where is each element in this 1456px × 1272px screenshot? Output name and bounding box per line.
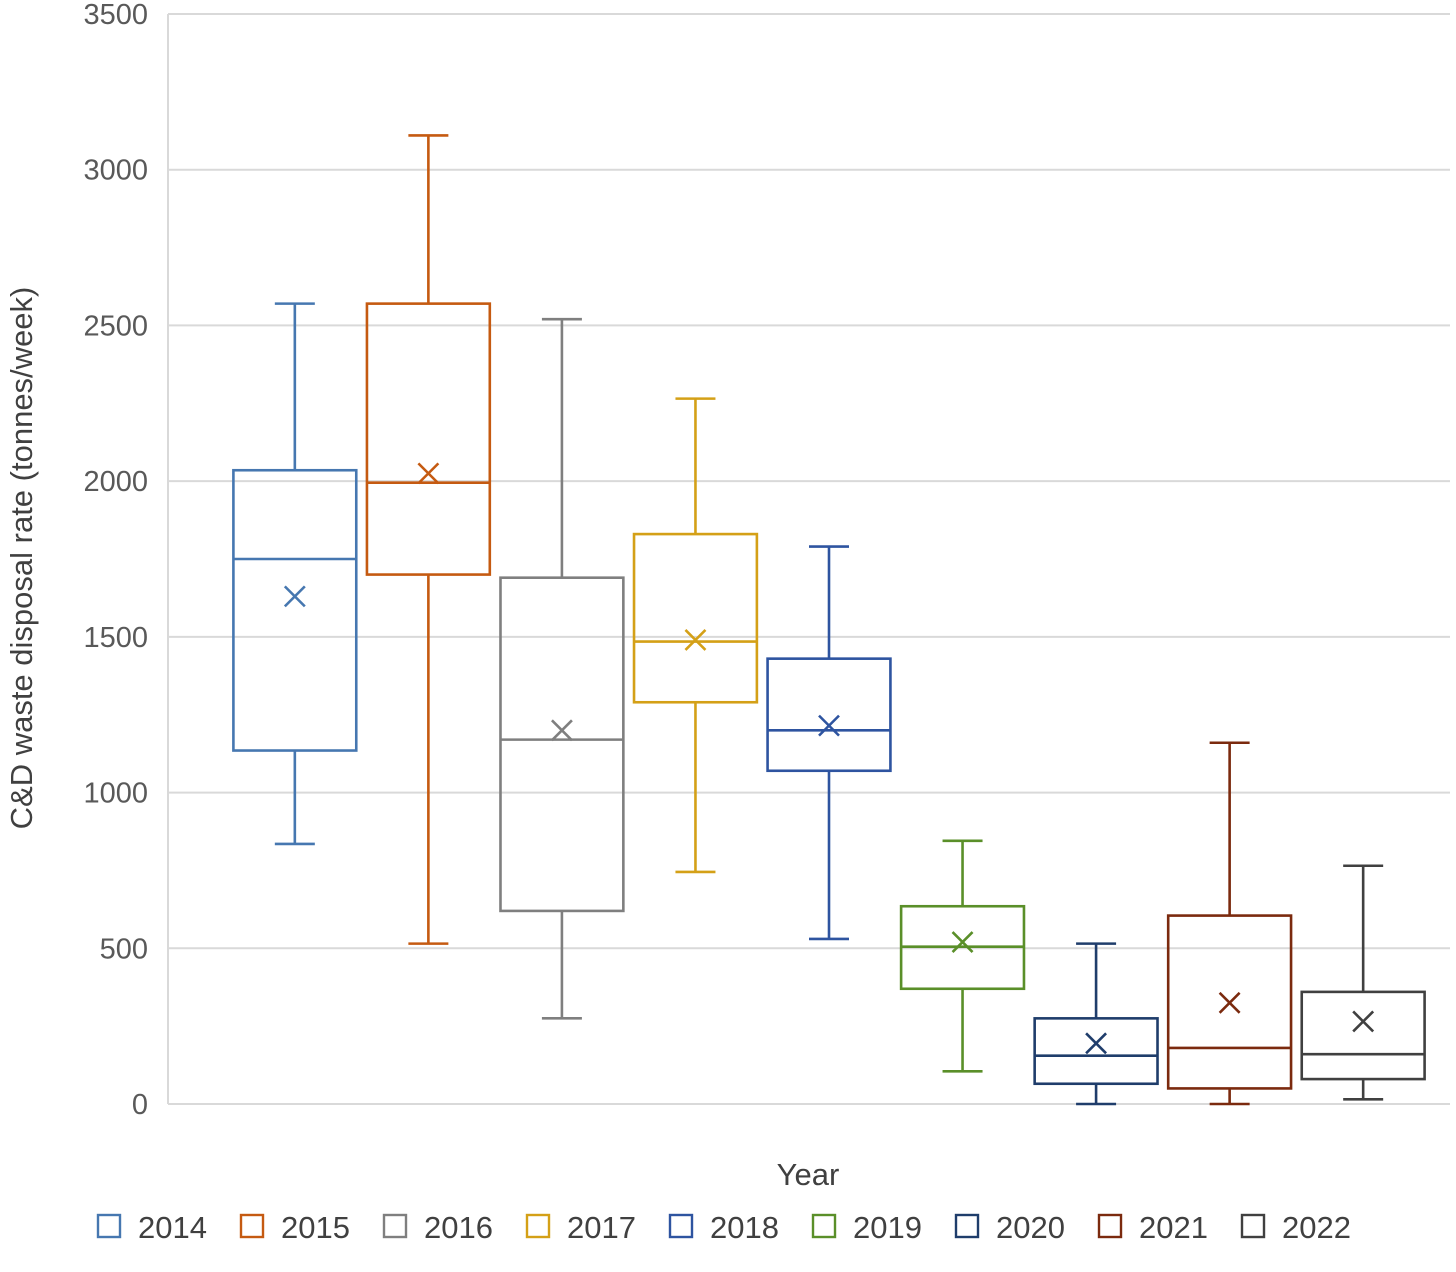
y-tick-label: 1000 xyxy=(83,778,148,810)
y-tick-label: 500 xyxy=(100,933,148,965)
mean-marker-stroke xyxy=(283,585,306,608)
gridlines xyxy=(168,13,1450,1105)
legend-item-2020: 2020 xyxy=(954,1210,1065,1245)
mean-marker-stroke xyxy=(550,719,573,742)
mean-marker-stroke xyxy=(417,462,440,485)
mean-marker-stroke xyxy=(684,629,707,651)
box-2015 xyxy=(365,134,492,945)
y-tick-labels: 0 500 1000 1500 2000 2500 3000 3500 xyxy=(83,0,148,1121)
mean-marker xyxy=(684,629,707,651)
iqr-box xyxy=(365,302,492,576)
box-2021 xyxy=(1166,741,1293,1106)
legend-swatch xyxy=(1240,1213,1266,1239)
mean-marker xyxy=(417,462,440,485)
legend-item-2015: 2015 xyxy=(239,1210,350,1245)
legend-item-2019: 2019 xyxy=(811,1210,922,1245)
legend-label: 2017 xyxy=(567,1210,636,1245)
legend-label: 2020 xyxy=(996,1210,1065,1245)
mean-marker xyxy=(951,931,974,953)
box-2016 xyxy=(499,317,625,1020)
iqr-box xyxy=(632,532,759,704)
iqr-box xyxy=(1300,990,1426,1081)
mean-marker xyxy=(1218,991,1241,1014)
legend-label: 2014 xyxy=(138,1210,207,1245)
mean-marker-stroke xyxy=(951,931,974,953)
legend-item-2021: 2021 xyxy=(1097,1210,1208,1245)
legend-label: 2022 xyxy=(1282,1210,1351,1245)
mean-marker-stroke xyxy=(1085,1032,1108,1055)
box-2020 xyxy=(1033,942,1159,1106)
legend-label: 2016 xyxy=(424,1210,493,1245)
mean-marker xyxy=(550,719,573,742)
mean-marker xyxy=(818,714,840,737)
iqr-box xyxy=(1166,914,1293,1090)
legend-label: 2015 xyxy=(281,1210,350,1245)
iqr-box xyxy=(499,576,625,913)
legend-item-2016: 2016 xyxy=(382,1210,493,1245)
legend-label: 2018 xyxy=(710,1210,779,1245)
legend-swatch xyxy=(525,1213,551,1239)
legend-swatch xyxy=(668,1213,694,1239)
legend-item-2022: 2022 xyxy=(1240,1210,1351,1245)
y-tick-label: 2000 xyxy=(83,466,148,498)
legend-label: 2019 xyxy=(853,1210,922,1245)
legend-swatch xyxy=(96,1213,122,1239)
mean-marker-stroke xyxy=(1218,991,1241,1014)
y-tick-label: 3500 xyxy=(83,0,148,31)
iqr-box xyxy=(232,468,358,752)
box-series xyxy=(232,134,1426,1106)
y-tick-label: 1500 xyxy=(83,622,148,654)
legend: 2014 2015 2016 2017 2018 2019 2020 2021 2022 xyxy=(96,1210,1351,1245)
legend-item-2014: 2014 xyxy=(96,1210,207,1245)
mean-marker-stroke xyxy=(818,714,840,737)
legend-item-2017: 2017 xyxy=(525,1210,636,1245)
legend-swatch xyxy=(239,1213,265,1239)
legend-swatch xyxy=(382,1213,408,1239)
legend-label: 2021 xyxy=(1139,1210,1208,1245)
mean-marker-stroke xyxy=(1352,1010,1375,1033)
mean-marker xyxy=(1352,1010,1375,1033)
box-2014 xyxy=(232,302,358,846)
legend-item-2018: 2018 xyxy=(668,1210,779,1245)
y-axis-title: C&D waste disposal rate (tonnes/week) xyxy=(4,287,39,830)
legend-swatch xyxy=(811,1213,837,1239)
y-tick-label: 0 xyxy=(132,1089,148,1121)
box-2022 xyxy=(1300,864,1426,1101)
mean-marker xyxy=(1085,1032,1108,1055)
y-tick-label: 2500 xyxy=(83,310,148,342)
iqr-box xyxy=(1033,1017,1159,1086)
mean-marker xyxy=(283,585,306,608)
box-2017 xyxy=(632,397,759,874)
box-2018 xyxy=(766,545,892,941)
legend-swatch xyxy=(954,1213,980,1239)
y-tick-label: 3000 xyxy=(83,155,148,187)
iqr-box xyxy=(766,657,892,773)
box-2019 xyxy=(899,839,1026,1073)
plot-frame xyxy=(167,14,1450,1105)
x-axis-title: Year xyxy=(777,1157,840,1192)
legend-swatch xyxy=(1097,1213,1123,1239)
